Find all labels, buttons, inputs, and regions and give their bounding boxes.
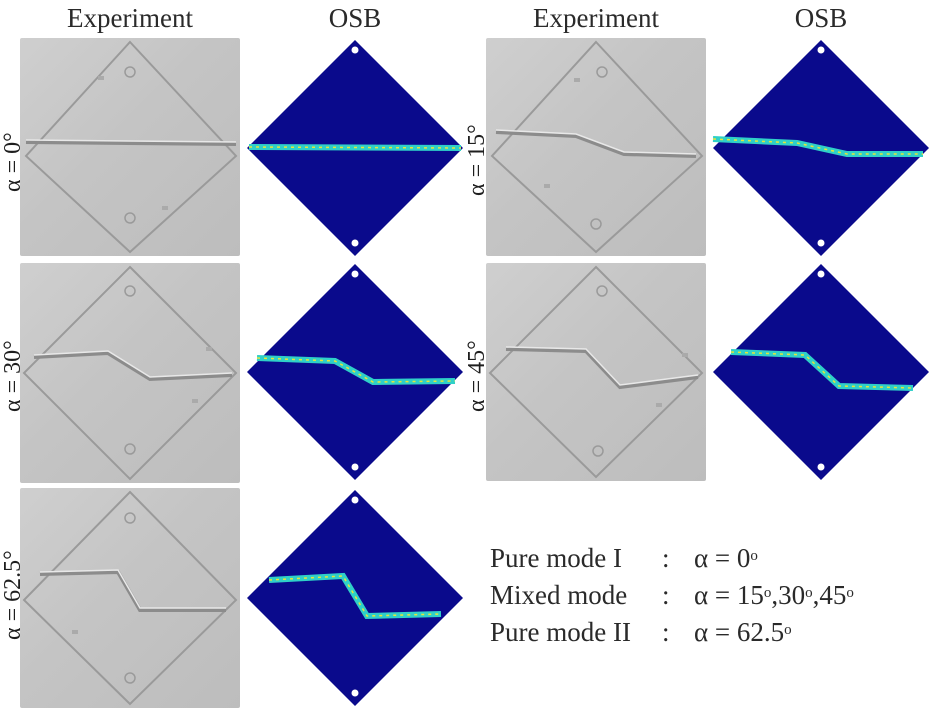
legend-value: α = 62.5o	[694, 617, 792, 647]
legend-colon: :	[662, 543, 670, 573]
legend: Pure mode I : α = 0o Mixed mode : α = 15…	[490, 540, 854, 651]
legend-value: α = 15o,30o,45o	[694, 580, 854, 610]
experiment-photo-45	[486, 263, 706, 481]
osb-simulation-15	[712, 40, 929, 256]
legend-value: α = 0o	[694, 543, 758, 573]
osb-simulation-62-5	[247, 490, 463, 706]
osb-simulation-45	[713, 264, 929, 480]
experiment-photo-62-5	[20, 488, 240, 708]
header-experiment-left: Experiment	[67, 3, 193, 33]
legend-row-mode-i: Pure mode I : α = 0o	[490, 540, 854, 577]
osb-simulation-30	[247, 264, 463, 480]
experiment-photo-15	[486, 38, 706, 256]
legend-mode-label: Pure mode II	[490, 617, 631, 647]
header-osb-left: OSB	[328, 3, 382, 33]
legend-colon: :	[662, 617, 670, 647]
legend-colon: :	[662, 580, 670, 610]
header-experiment-right: Experiment	[533, 3, 659, 33]
experiment-photo-0	[20, 38, 240, 256]
legend-row-mixed: Mixed mode : α = 15o,30o,45o	[490, 577, 854, 614]
legend-mode-label: Pure mode I	[490, 543, 622, 573]
legend-mode-label: Mixed mode	[490, 580, 628, 610]
header-osb-right: OSB	[794, 3, 848, 33]
experiment-photo-30	[20, 263, 240, 483]
osb-simulation-0	[247, 40, 463, 256]
legend-row-mode-ii: Pure mode II : α = 62.5o	[490, 614, 854, 651]
